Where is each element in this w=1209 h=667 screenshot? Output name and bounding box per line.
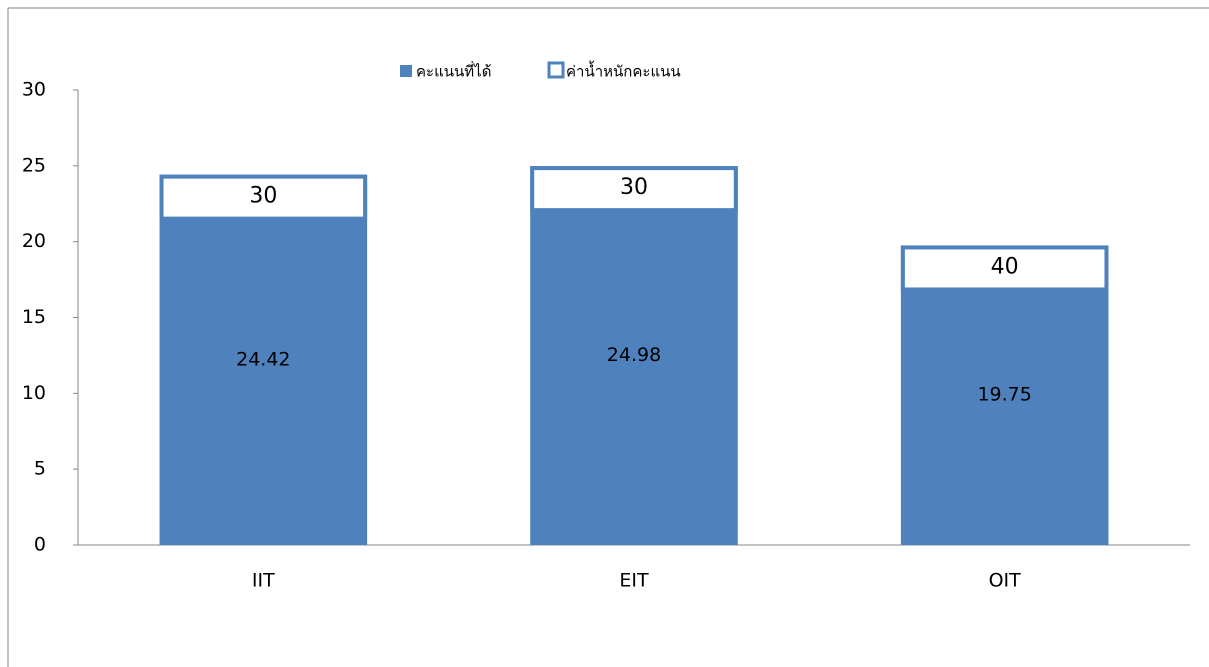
y-tick-label: 15 bbox=[22, 306, 46, 328]
bar bbox=[900, 245, 1109, 546]
y-tick-label: 5 bbox=[34, 458, 46, 480]
data-label: 24.42 bbox=[236, 348, 290, 370]
data-label: 24.98 bbox=[607, 344, 661, 366]
data-label: 19.75 bbox=[977, 384, 1031, 406]
x-tick-label: OIT bbox=[989, 570, 1022, 592]
x-tick-label: EIT bbox=[619, 570, 649, 592]
weight-box bbox=[900, 245, 1109, 292]
bar bbox=[530, 166, 738, 546]
weight-label: 40 bbox=[991, 254, 1019, 279]
bar bbox=[159, 174, 368, 545]
legend-label: ค่าน้ำหนักคะแนน bbox=[566, 61, 681, 81]
legend-swatch bbox=[400, 65, 412, 77]
y-tick-label: 10 bbox=[22, 382, 46, 404]
y-tick-label: 20 bbox=[22, 230, 46, 252]
y-tick-label: 25 bbox=[22, 154, 46, 176]
weight-label: 30 bbox=[620, 175, 648, 200]
weight-box bbox=[159, 174, 368, 221]
legend-label: คะแนนที่ได้ bbox=[416, 61, 491, 81]
y-tick-label: 30 bbox=[22, 79, 46, 101]
x-tick-label: IIT bbox=[252, 570, 275, 592]
weight-box bbox=[530, 166, 738, 213]
weight-label: 30 bbox=[249, 184, 277, 209]
legend-swatch bbox=[547, 61, 565, 79]
y-tick-label: 0 bbox=[34, 534, 46, 556]
